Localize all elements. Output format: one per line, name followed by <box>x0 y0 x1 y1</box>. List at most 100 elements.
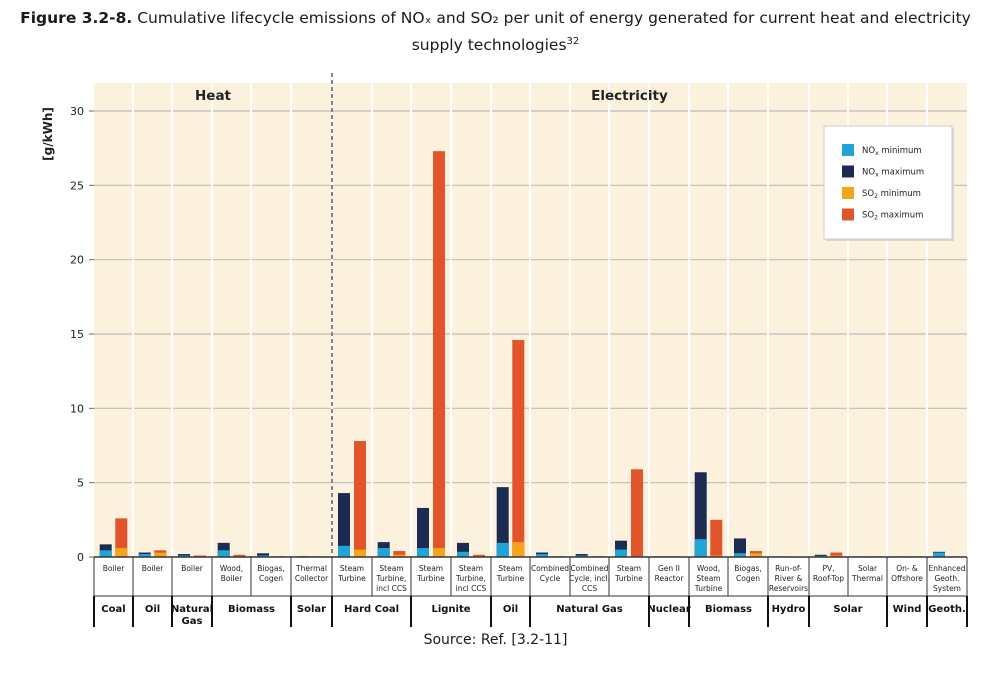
tech-label: PV, <box>822 564 834 573</box>
so2-minimum-bar <box>512 542 525 557</box>
so2-maximum-bar <box>393 551 406 557</box>
tech-column <box>734 538 762 557</box>
tech-label: Boiler <box>142 564 165 573</box>
so2-maximum-bar <box>710 519 723 557</box>
tech-label: incl CCS <box>376 584 407 593</box>
group-label: Hard Coal <box>344 604 399 615</box>
nox-minimum-bar <box>694 539 707 557</box>
so2-maximum-bar <box>473 554 485 557</box>
tech-label: Turbine, <box>376 574 407 583</box>
so2-minimum-bar <box>354 549 366 557</box>
legend-swatch <box>842 144 854 156</box>
tech-label: Turbine, <box>455 574 486 583</box>
emissions-chart: 0 5 10 15 20 25 30 [g/kWh] Heat Electricity Boiler… <box>41 73 968 627</box>
tech-label: Wood, <box>220 564 243 573</box>
so2-maximum-bar <box>631 469 643 557</box>
tech-label: Turbine <box>496 574 525 583</box>
tech-label: Enhanced <box>928 564 965 573</box>
nox-maximum-bar <box>694 472 707 557</box>
group-label: Gas <box>182 616 203 627</box>
caption-text-1: Cumulative lifecycle emissions of NOₓ an… <box>132 9 971 27</box>
tech-label: Boiler <box>103 564 126 573</box>
nox-minimum-bar <box>536 554 548 557</box>
tech-column <box>138 550 167 557</box>
nox-maximum-bar <box>417 507 429 557</box>
tech-label: Reservoirs <box>769 584 808 593</box>
nox-maximum-bar <box>257 553 269 557</box>
nox-maximum-bar <box>734 538 746 557</box>
tech-label: Turbine <box>614 574 643 583</box>
source-note: Source: Ref. [3.2-11] <box>423 632 568 648</box>
legend-label: NOx minimum <box>862 146 922 157</box>
tech-label: Gen II <box>658 564 680 573</box>
nox-minimum-bar <box>457 551 469 557</box>
nox-minimum-bar <box>99 550 112 557</box>
y-tick-label: 15 <box>70 328 84 341</box>
so2-maximum-bar <box>354 441 366 557</box>
y-tick-label: 30 <box>70 105 84 118</box>
tech-label: incl CCS <box>456 584 487 593</box>
so2-maximum-bar <box>830 552 843 557</box>
group-label: Biomass <box>705 604 752 615</box>
group-label: Solar <box>833 604 862 615</box>
tech-label: Boiler <box>221 574 244 583</box>
group-label: Nuclear <box>647 604 690 615</box>
so2-maximum-bar <box>115 518 128 557</box>
nox-minimum-bar <box>338 545 350 557</box>
nox-minimum-bar <box>217 550 230 557</box>
so2-minimum-bar <box>433 548 445 557</box>
tech-label: Thermal <box>851 574 883 583</box>
group-label: Natural Gas <box>556 604 623 615</box>
nox-minimum-bar <box>615 549 627 557</box>
tech-column <box>99 518 128 557</box>
tech-label: Steam <box>419 564 443 573</box>
tech-label: Cogen <box>736 574 760 583</box>
figure-caption: Figure 3.2-8. Cumulative lifecycle emiss… <box>0 7 991 57</box>
legend-swatch <box>842 187 854 199</box>
group-label: Solar <box>297 604 326 615</box>
tech-label: Boiler <box>181 564 204 573</box>
nox-minimum-bar <box>933 552 945 557</box>
tech-label: Cycle <box>540 574 561 583</box>
tech-column <box>377 542 406 557</box>
tech-label: Offshore <box>891 574 923 583</box>
so2-minimum-bar <box>750 553 762 557</box>
figure-label: Figure 3.2-8. <box>20 9 133 27</box>
group-label: Biomass <box>228 604 275 615</box>
nox-minimum-bar <box>734 553 746 557</box>
tech-label: River & <box>775 574 803 583</box>
tech-label: Solar <box>858 564 878 573</box>
so2-minimum-bar <box>154 552 167 557</box>
nox-minimum-bar <box>377 548 390 557</box>
tech-label: Run-of- <box>775 564 802 573</box>
caption-text-2: supply technologies <box>411 36 567 55</box>
y-axis-label: [g/kWh] <box>41 107 55 161</box>
tech-label: Turbine <box>337 574 366 583</box>
tech-label: Reactor <box>655 574 685 583</box>
group-label: Geoth. <box>928 604 966 615</box>
caption-line-1: Figure 3.2-8. Cumulative lifecycle emiss… <box>0 7 991 30</box>
group-label: Oil <box>145 604 160 615</box>
so2-minimum-bar <box>393 554 406 557</box>
tech-column <box>338 441 366 557</box>
group-label: Hydro <box>772 604 806 615</box>
y-tick-label: 0 <box>77 551 84 564</box>
tech-label: Collector <box>295 574 329 583</box>
so2-maximum-bar <box>512 339 525 557</box>
panel-title: Heat <box>195 88 232 104</box>
tech-column <box>496 339 525 557</box>
y-tick-label: 5 <box>77 477 84 490</box>
tech-column <box>615 469 643 557</box>
legend-swatch <box>842 165 854 178</box>
tech-label: Turbine <box>416 574 445 583</box>
tech-label: Steam <box>379 564 403 573</box>
group-label: Lignite <box>431 604 470 615</box>
panel-title: Electricity <box>591 88 668 104</box>
legend-label: NOx maximum <box>862 168 924 179</box>
legend-label: SO2 minimum <box>862 189 921 200</box>
y-tick-label: 10 <box>70 402 84 415</box>
caption-superscript: 32 <box>566 36 580 47</box>
group-label: Coal <box>101 604 125 615</box>
tech-label: Steam <box>498 564 522 573</box>
so2-maximum-bar <box>433 151 445 557</box>
